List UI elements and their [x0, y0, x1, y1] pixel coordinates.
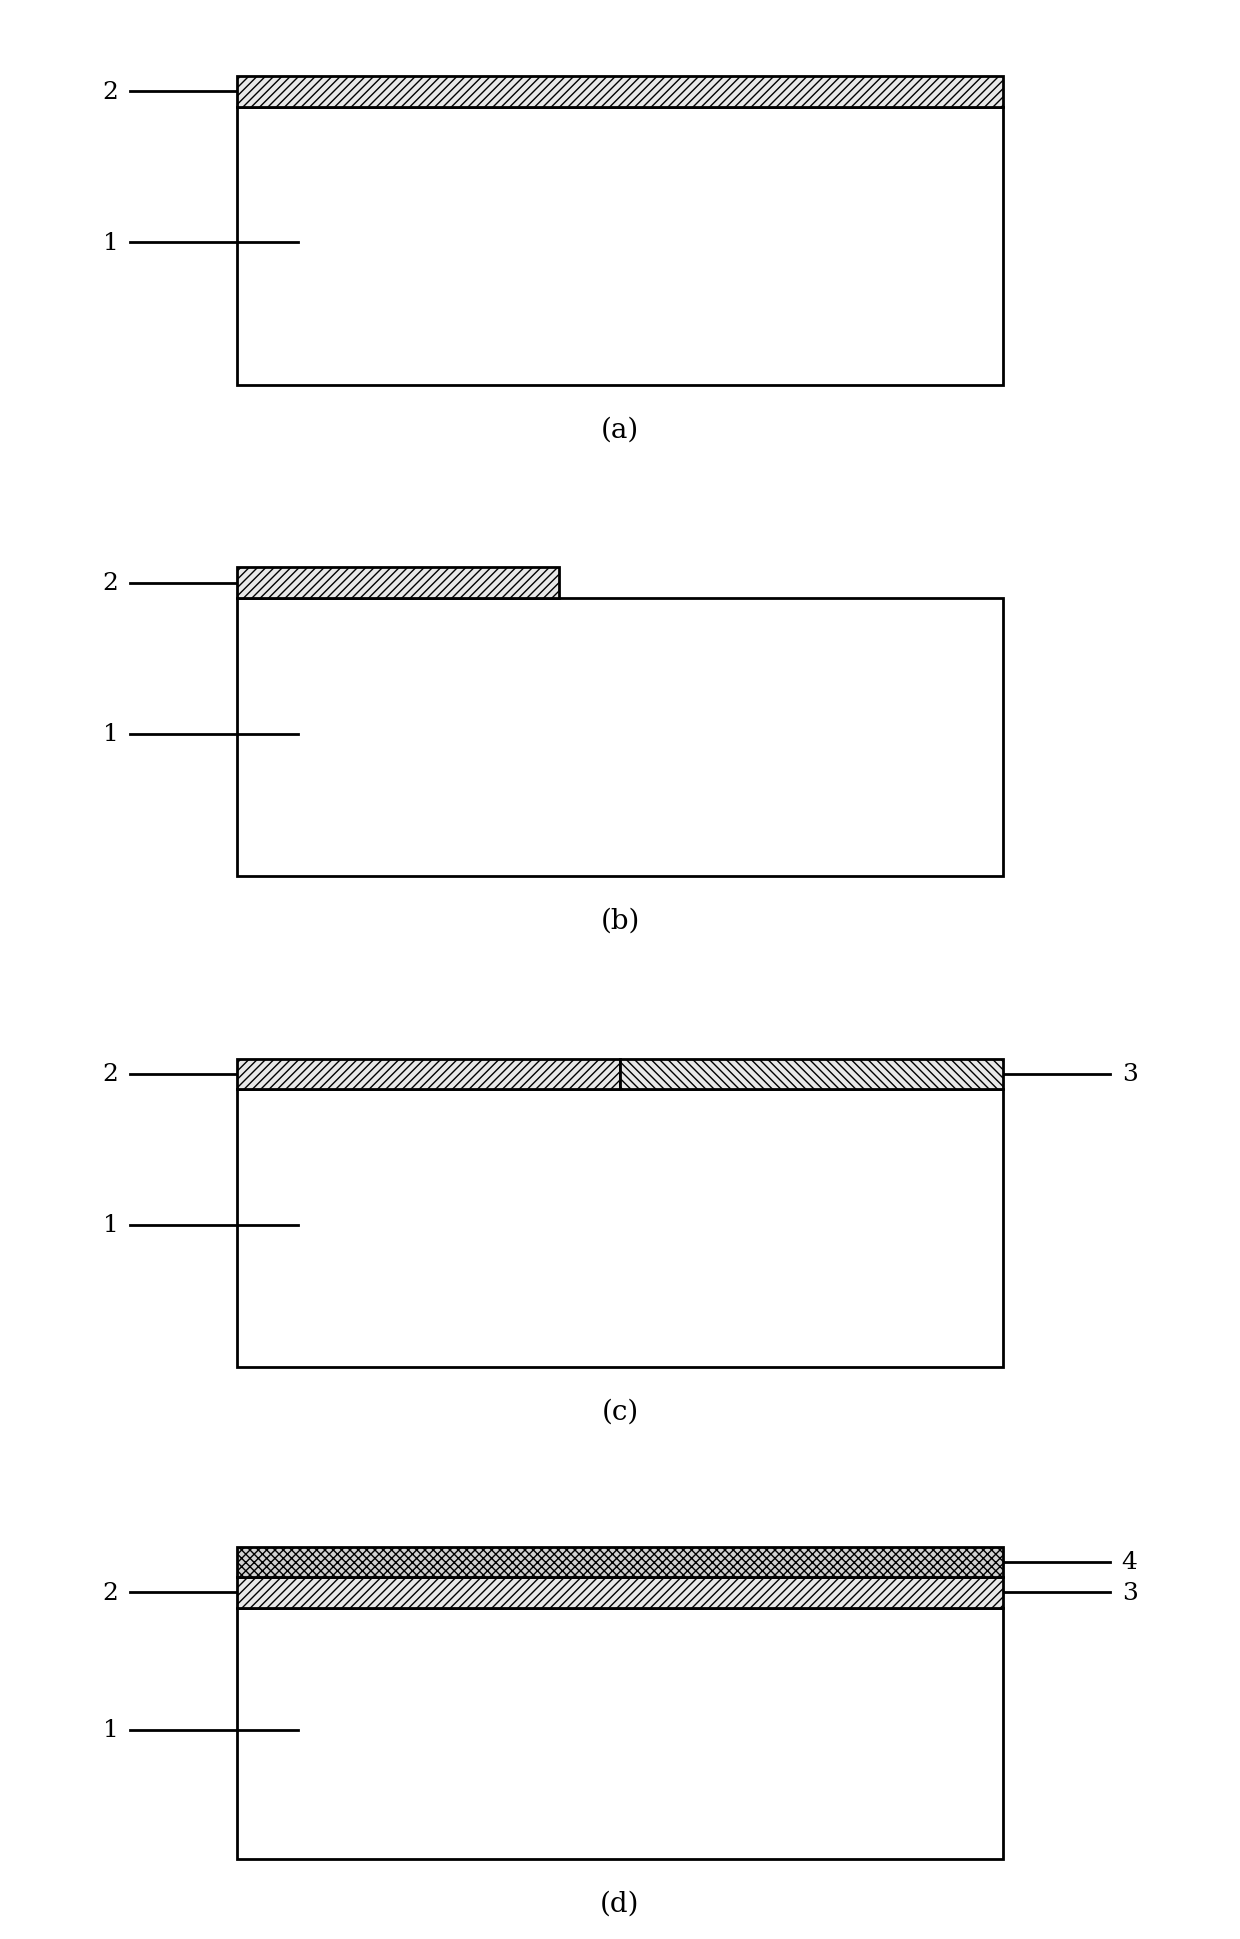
- Text: 3: 3: [1122, 1063, 1137, 1086]
- Text: 2: 2: [103, 1063, 118, 1086]
- Bar: [237, 599, 1003, 876]
- Bar: [237, 568, 559, 599]
- Text: (b): (b): [600, 907, 640, 935]
- Text: 4: 4: [1122, 1551, 1137, 1574]
- Bar: [237, 1090, 1003, 1367]
- Text: (c): (c): [601, 1398, 639, 1425]
- Text: 1: 1: [103, 723, 118, 747]
- Bar: [237, 78, 1003, 107]
- Bar: [237, 1576, 1003, 1607]
- Bar: [237, 1547, 1003, 1576]
- Text: 1: 1: [103, 1718, 118, 1741]
- Text: 2: 2: [103, 81, 118, 105]
- Bar: [237, 107, 1003, 386]
- Text: (d): (d): [600, 1889, 640, 1916]
- Bar: [237, 1607, 1003, 1860]
- Text: 1: 1: [103, 231, 118, 254]
- Text: 2: 2: [103, 572, 118, 595]
- Text: 3: 3: [1122, 1580, 1137, 1604]
- Text: 2: 2: [103, 1580, 118, 1604]
- Text: (a): (a): [601, 417, 639, 442]
- Text: 1: 1: [103, 1214, 118, 1237]
- Bar: [237, 1059, 620, 1090]
- Bar: [620, 1059, 1003, 1090]
